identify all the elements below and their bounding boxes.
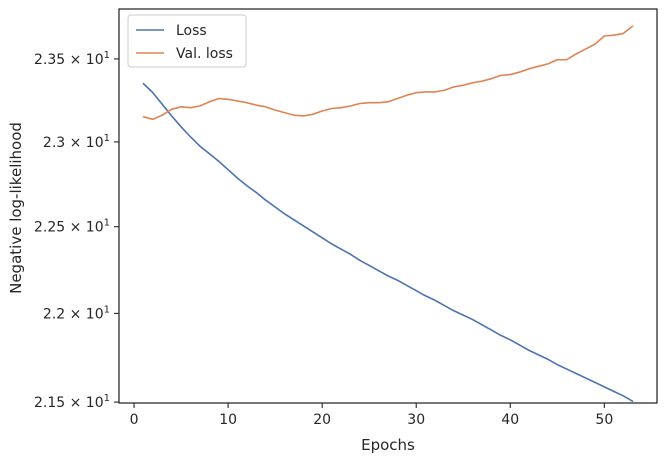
- y-tick-label: 2.2 × 101: [43, 304, 110, 322]
- series-line-loss: [142, 82, 634, 403]
- y-tick-label: 2.25 × 101: [34, 218, 110, 236]
- y-axis-ticks: 2.15 × 101 2.2 × 101 2.25 × 101 2.3 × 101 2.…: [34, 50, 119, 411]
- plot-frame: [118, 8, 658, 404]
- y-tick-label: 2.35 × 101: [34, 50, 110, 68]
- x-tick-label: 10: [219, 412, 237, 428]
- legend-box: [127, 14, 247, 68]
- legend-label-loss: Loss: [176, 23, 207, 39]
- series-layer: [142, 25, 634, 403]
- x-axis-label: Epochs: [361, 436, 415, 454]
- x-tick-label: 30: [407, 412, 425, 428]
- x-tick-label: 40: [501, 412, 519, 428]
- y-axis-label: Negative log-likelihood: [7, 122, 25, 294]
- legend-label-val-loss: Val. loss: [176, 46, 233, 62]
- series-line-val-loss: [142, 25, 634, 121]
- x-tick-label: 0: [130, 412, 139, 428]
- y-tick-label: 2.3 × 101: [43, 133, 110, 151]
- x-tick-label: 20: [313, 412, 331, 428]
- y-tick-label: 2.15 × 101: [34, 393, 110, 411]
- x-tick-label: 50: [595, 412, 613, 428]
- legend: Loss Val. loss: [127, 14, 247, 68]
- x-axis-ticks: 0 10 20 30 40 50: [130, 403, 613, 428]
